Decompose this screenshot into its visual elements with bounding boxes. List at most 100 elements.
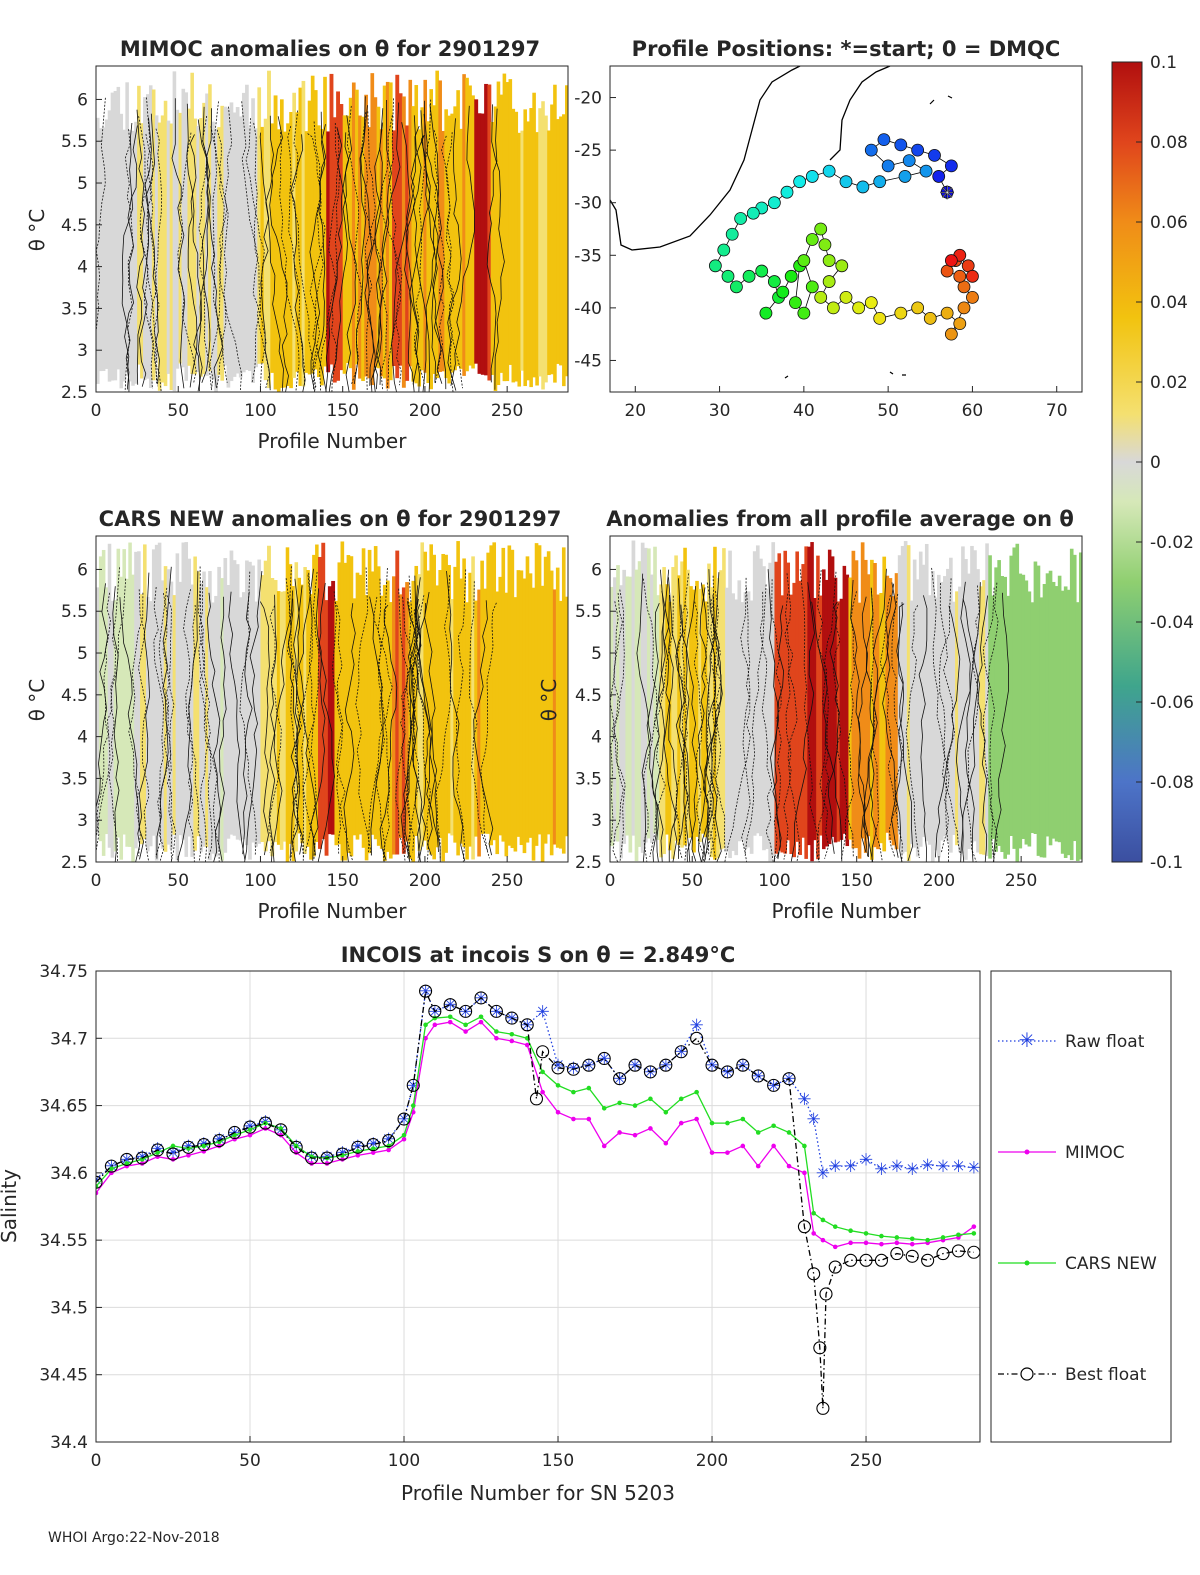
average-cell [1054, 586, 1059, 842]
average-cell [1057, 575, 1062, 843]
mimoc-cell [423, 79, 428, 373]
mimoc-cell [459, 128, 463, 369]
average-cell [647, 548, 651, 839]
mimoc-axes-box [95, 65, 569, 393]
series-best-float-point [767, 1078, 781, 1092]
average-contour-line [960, 595, 988, 862]
mimoc-contour-line [153, 128, 163, 384]
series-mimoc-point [170, 1157, 176, 1162]
series-mimoc-point [478, 1019, 484, 1025]
cars-cell [504, 592, 509, 857]
mimoc-cell [332, 117, 337, 383]
mimoc-cell [96, 117, 100, 384]
positions-ticks: 20 30 40 50 60 70 -20 -25 -30 -35 -40 -45 [574, 89, 1067, 421]
average-cell [795, 551, 799, 842]
series-best-float-point [797, 1220, 811, 1234]
mimoc-cell [226, 107, 231, 388]
average-xlabel: Profile Number [772, 899, 922, 923]
mimoc-contour-line [319, 129, 340, 392]
cars-contour-line [112, 586, 120, 862]
cars-cell [349, 556, 354, 857]
cars-cell [110, 600, 115, 858]
salinity-xtick-label: 0 [91, 1451, 102, 1471]
cars-cell [379, 595, 384, 849]
positions-profile-marker [902, 154, 916, 168]
average-cell [1039, 597, 1044, 858]
mimoc-cell [104, 119, 109, 369]
series-mimoc-point [555, 1110, 561, 1115]
mimoc-contour-line [145, 113, 160, 384]
cars-cell [340, 541, 345, 861]
series-raw-float-point: ✳ [720, 1063, 734, 1083]
positions-profile-marker [755, 264, 769, 278]
average-contour-line [771, 579, 782, 860]
cars-cell [315, 544, 319, 843]
series-raw-float-point: ✳ [582, 1056, 596, 1076]
positions-profile-marker [822, 254, 836, 267]
series-best-float-point [474, 991, 488, 1005]
series-raw-float-point: ✳ [535, 1002, 549, 1022]
mimoc-cell [450, 113, 454, 373]
series-best-float-point [406, 1078, 420, 1092]
positions-profile-marker [725, 227, 739, 241]
series-mimoc-point [971, 1224, 977, 1229]
positions-profile-marker [784, 269, 798, 283]
cars-cell [238, 597, 243, 841]
cars-cell [145, 596, 150, 852]
mimoc-contour-line [412, 115, 428, 392]
positions-profile-marker [928, 148, 941, 162]
cars-cell [270, 577, 275, 857]
cars-cell [486, 552, 490, 834]
average-cell [765, 588, 769, 850]
series-mimoc-point [139, 1161, 145, 1166]
average-cell [952, 601, 956, 835]
cars-cell [291, 586, 296, 862]
average-cell [906, 545, 911, 861]
average-cell [686, 569, 690, 839]
salinity-xtick-label: 150 [542, 1451, 574, 1471]
mimoc-contour-line [370, 108, 384, 392]
cars-cell [405, 582, 410, 842]
average-cell [637, 561, 642, 847]
series-cars-new-point [410, 1103, 416, 1108]
mimoc-cell [101, 127, 106, 372]
mimoc-cell [339, 104, 344, 371]
series-raw-float-point: ✳ [767, 1076, 781, 1096]
cars-contour-line [480, 602, 497, 853]
mimoc-cell [502, 73, 507, 382]
cars-contour-line [375, 567, 388, 862]
positions-ytick-label: -45 [574, 351, 602, 371]
mimoc-cell [128, 129, 132, 382]
average-cell [833, 577, 838, 843]
series-cars-new-point [423, 1022, 428, 1028]
colorbar-tick-label: -0.1 [1150, 853, 1183, 873]
average-cell [731, 593, 735, 851]
cars-cell [552, 589, 557, 845]
average-contour-line [668, 577, 697, 862]
mimoc-cell [490, 122, 495, 375]
series-cars-new-point [694, 1089, 699, 1095]
series-cars-new-point [771, 1123, 776, 1129]
mimoc-cell [137, 85, 141, 365]
mimoc-contour-line [96, 97, 106, 334]
mimoc-cell [163, 100, 168, 387]
series-mimoc-point [663, 1140, 669, 1146]
cars-cell [107, 543, 112, 848]
cars-cell [157, 542, 162, 837]
mimoc-contour-line [206, 108, 224, 388]
mimoc-cell [496, 81, 501, 386]
average-contour-line [613, 589, 626, 862]
cars-cell [324, 600, 329, 856]
salinity-xtick-label: 100 [388, 1451, 420, 1471]
series-best-float-point [643, 1065, 657, 1079]
series-raw-float-point: ✳ [489, 1002, 503, 1022]
series-cars-new-point [447, 1014, 453, 1020]
cars-cell [516, 570, 521, 837]
cars-cell [279, 591, 284, 850]
mimoc-cell [408, 79, 413, 367]
cars-cell [367, 549, 372, 854]
cars-cell [128, 542, 132, 847]
series-best-float-point [659, 1058, 673, 1072]
average-contour-line [868, 568, 887, 862]
mimoc-cell [131, 130, 135, 386]
